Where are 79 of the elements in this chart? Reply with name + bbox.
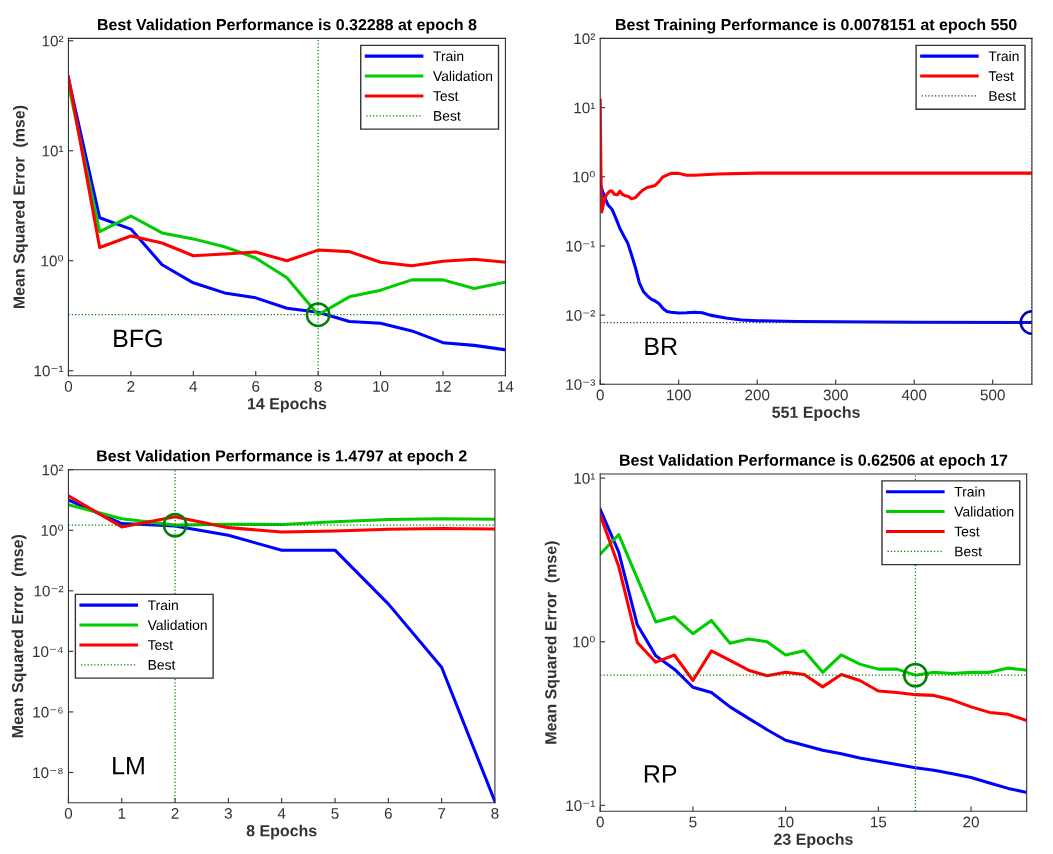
x-tick-label: 0 <box>596 816 604 828</box>
y-tick-label: 10⁰ <box>573 635 595 648</box>
x-tick-label: 300 <box>823 389 848 401</box>
y-axis-title: Mean Squared Error (mse) <box>13 105 28 309</box>
legend-label: Train <box>988 50 1019 62</box>
x-tick-label: 0 <box>596 389 604 401</box>
y-tick-label: 10⁻³ <box>566 379 596 390</box>
x-tick-label: 2 <box>127 381 135 392</box>
legend-label: Validation <box>954 506 1014 517</box>
y-axis-title: Mean Squared Error (mse) <box>544 541 560 744</box>
legend-label: Validation <box>147 619 207 631</box>
y-tick-label: 10² <box>42 35 64 47</box>
y-tick-label: 10² <box>42 464 64 476</box>
annotation: LM <box>113 757 144 775</box>
x-tick-label: 6 <box>252 381 260 392</box>
line-series <box>600 507 1027 794</box>
chart-title: Best Training Performance is 0.0078151 at epoch 550 <box>616 18 1017 34</box>
x-axis-title: 551 Epochs <box>772 406 860 422</box>
legend-label: Best <box>434 111 461 121</box>
legend-label: Train <box>954 486 985 497</box>
legend-label: Test <box>147 640 173 650</box>
x-axis-title: 14 Epochs <box>248 397 327 413</box>
x-tick-label: 3 <box>224 808 232 819</box>
y-tick-label: 10⁻² <box>566 309 596 321</box>
y-tick-label: 10¹ <box>574 102 596 114</box>
annotation: RP <box>644 765 677 783</box>
x-tick-label: 0 <box>64 808 73 819</box>
y-tick-label: 10⁻⁶ <box>33 706 63 718</box>
annotation: BFG <box>114 329 162 348</box>
x-tick-label: 10 <box>373 381 389 392</box>
y-tick-label: 10⁻⁸ <box>33 767 63 779</box>
x-tick-label: 400 <box>901 389 927 401</box>
y-tick-label: 10¹ <box>42 145 64 157</box>
legend-label: Test <box>433 91 459 101</box>
annotation: BR <box>645 337 677 355</box>
x-tick-label: 8 <box>314 381 322 392</box>
x-tick-label: 100 <box>667 389 691 401</box>
y-tick-label: 10⁻¹ <box>566 800 596 812</box>
legend-label: Test <box>954 526 980 537</box>
x-tick-label: 2 <box>171 808 179 819</box>
x-tick-label: 5 <box>331 808 339 819</box>
y-tick-label: 10⁻¹ <box>34 365 64 377</box>
legend-label: Best <box>989 91 1017 101</box>
x-tick-label: 7 <box>438 808 446 819</box>
legend-label: Validation <box>433 70 493 82</box>
x-tick-label: 14 <box>498 381 514 392</box>
y-tick-label: 10⁻¹ <box>566 240 596 252</box>
legend-label: Test <box>988 71 1014 82</box>
x-axis-title: 23 Epochs <box>774 833 853 849</box>
x-tick-label: 1 <box>118 808 126 819</box>
x-tick-label: 200 <box>745 389 770 401</box>
y-tick-label: 10¹ <box>574 472 596 484</box>
y-axis-title: Mean Squared Error (mse) <box>11 534 27 738</box>
legend-label: Train <box>433 50 464 62</box>
x-tick-label: 10 <box>778 816 794 828</box>
chart-title: Best Validation Performance is 0.62506 at epoch 17 <box>620 454 1008 469</box>
x-tick-label: 0 <box>64 381 73 392</box>
y-tick-label: 10⁰ <box>41 254 64 267</box>
legend-label: Best <box>955 546 982 557</box>
x-tick-label: 500 <box>980 389 1005 401</box>
x-tick-label: 15 <box>871 816 887 828</box>
y-tick-label: 10⁻² <box>34 585 64 597</box>
x-tick-label: 20 <box>963 816 979 828</box>
line-series <box>68 494 495 534</box>
y-tick-label: 10² <box>574 33 596 45</box>
legend-label: Best <box>148 660 176 670</box>
x-tick-label: 4 <box>277 808 286 819</box>
chart-title: Best Validation Performance is 1.4797 at epoch 2 <box>97 449 467 465</box>
chart-title: Best Validation Performance is 0.32288 at epoch 8 <box>98 18 477 34</box>
x-tick-label: 12 <box>435 381 451 392</box>
y-tick-label: 10⁰ <box>41 524 64 536</box>
legend-label: Train <box>147 599 178 611</box>
x-tick-label: 6 <box>384 808 392 819</box>
y-tick-label: 10⁰ <box>573 170 595 183</box>
x-tick-label: 4 <box>189 381 198 392</box>
y-tick-label: 10⁻⁴ <box>33 646 63 658</box>
x-tick-label: 5 <box>689 816 697 828</box>
x-tick-label: 8 <box>491 808 499 819</box>
x-axis-title: 8 Epochs <box>246 824 317 840</box>
